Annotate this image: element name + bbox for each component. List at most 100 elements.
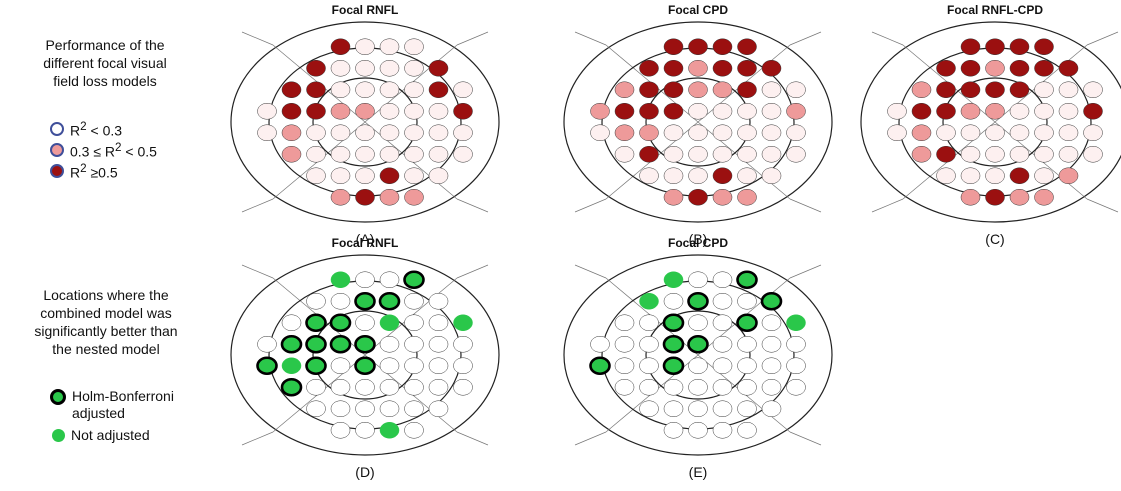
panel-b-test-location <box>737 189 757 206</box>
panel-b-test-location <box>663 103 684 120</box>
panel-a-title: Focal RNFL <box>332 3 399 17</box>
panel-d-test-location <box>329 334 352 354</box>
panel-c-test-location <box>1009 60 1030 77</box>
panel-c-test-location <box>1034 38 1054 55</box>
panel-d-radial-line <box>456 431 489 446</box>
panel-d-test-location <box>379 379 400 396</box>
panel-c-test-location <box>985 60 1005 77</box>
panel-b-test-location <box>761 60 782 77</box>
panel-a-test-location <box>379 189 400 206</box>
panel-e-test-location <box>761 400 782 417</box>
panel-d-radial-line <box>241 431 274 446</box>
panel-e-test-location <box>786 314 806 331</box>
panel-e-test-location <box>737 336 757 353</box>
panel-b-radial-line <box>574 31 607 46</box>
panel-a-test-location <box>355 189 375 206</box>
panel-b-test-location <box>614 124 635 141</box>
panel-c-test-location <box>1009 146 1030 163</box>
panel-c-test-location <box>1034 60 1054 77</box>
panel-a-test-location <box>453 146 473 163</box>
panel-a-test-location <box>453 81 473 98</box>
panel-c-test-location <box>985 124 1005 141</box>
panel-e-test-location <box>639 357 659 374</box>
panel-e-title: Focal CPD <box>668 236 728 250</box>
panel-b-test-location <box>688 81 708 98</box>
panel-c-test-location <box>936 146 956 163</box>
panel-b-test-location <box>663 167 684 184</box>
panel-c-test-location <box>985 38 1005 55</box>
panel-d-inner-ring <box>312 310 418 400</box>
panel-a-test-location <box>428 124 449 141</box>
panel-a-test-location <box>281 146 302 163</box>
panel-b-test-location <box>688 124 708 141</box>
panel-d-test-location <box>379 314 400 331</box>
panel-d-test-location <box>256 356 278 376</box>
panel-b-test-location <box>712 81 733 98</box>
dark-red-circle-icon <box>50 163 64 178</box>
panel-c-test-location <box>1058 146 1079 163</box>
panel-d-test-location <box>306 293 326 310</box>
panel-b-test-location <box>712 167 733 184</box>
panel-c-test-location <box>985 146 1005 163</box>
panel-e-test-location <box>712 336 733 353</box>
panel-a-test-location <box>355 38 375 55</box>
panel-a-test-location <box>281 103 302 120</box>
panel-a-test-location <box>306 146 326 163</box>
panel-c-test-location <box>887 124 907 141</box>
panel-c-test-location <box>936 167 956 184</box>
panel-b-test-location <box>761 81 782 98</box>
panel-b-inner-ring <box>645 77 751 167</box>
panel-d-title: Focal RNFL <box>332 236 399 250</box>
panel-a-label: (A) <box>356 231 375 247</box>
panel-e-test-location <box>760 291 783 311</box>
panel-b-test-location <box>688 38 708 55</box>
legend-label-holm-bonferroni: Holm-Bonferroni adjusted <box>72 388 174 421</box>
panel-a-test-location <box>257 124 277 141</box>
panel-a-test-location <box>330 124 351 141</box>
panel-d-test-location <box>280 334 303 354</box>
panel-e-label: (E) <box>689 464 708 480</box>
panel-a-test-location <box>453 124 473 141</box>
panel-a-inner-ring <box>312 77 418 167</box>
performance-legend-title: Performance of the different focal visua… <box>43 37 167 89</box>
panel-a-test-location <box>404 167 424 184</box>
panel-a-test-location <box>330 189 351 206</box>
panel-b-test-location <box>737 124 757 141</box>
panel-c-test-location <box>960 38 981 55</box>
panel-d-test-location <box>355 379 375 396</box>
panel-d-test-location <box>281 357 302 374</box>
panel-e-test-location <box>736 313 758 333</box>
panel-e-test-location <box>614 336 635 353</box>
panel-d-test-location <box>355 422 375 439</box>
panel-e-test-location <box>639 314 659 331</box>
panel-a-test-location <box>355 60 375 77</box>
panel-b-test-location <box>639 60 659 77</box>
panel-c-radial-line <box>871 198 904 213</box>
panel-b-test-location <box>663 189 684 206</box>
panel-a-test-location <box>330 60 351 77</box>
panel-b-test-location <box>712 189 733 206</box>
panel-d-test-location <box>354 334 376 354</box>
panel-b-title: Focal CPD <box>668 3 728 17</box>
panel-a-test-location <box>404 146 424 163</box>
panel-e-test-location <box>663 422 684 439</box>
panel-c-test-location <box>960 167 981 184</box>
panel-e-test-location <box>688 271 708 288</box>
panel-a-test-location <box>379 124 400 141</box>
panel-a-test-location <box>306 81 326 98</box>
panel-a-test-location <box>404 38 424 55</box>
panel-c-test-location <box>1083 124 1103 141</box>
panel-b-test-location <box>737 81 757 98</box>
panel-a-test-location <box>404 103 424 120</box>
panel-d-test-location <box>305 313 327 333</box>
panel-e-test-location <box>786 379 806 396</box>
panel-c-outer-ellipse <box>860 21 1121 223</box>
panel-b-test-location <box>688 103 708 120</box>
panel-b-test-location <box>786 146 806 163</box>
panel-c-test-location <box>936 103 956 120</box>
panel-d-test-location <box>404 357 424 374</box>
panel-a-test-location <box>379 146 400 163</box>
panel-c-test-location <box>1058 60 1079 77</box>
panel-a-test-location <box>428 60 449 77</box>
